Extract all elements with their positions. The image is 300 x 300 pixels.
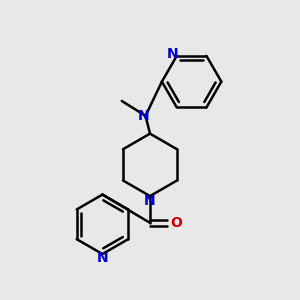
Text: N: N xyxy=(97,251,108,266)
Text: N: N xyxy=(144,194,156,208)
Text: N: N xyxy=(167,47,178,61)
Text: O: O xyxy=(170,216,182,230)
Text: N: N xyxy=(138,109,150,123)
